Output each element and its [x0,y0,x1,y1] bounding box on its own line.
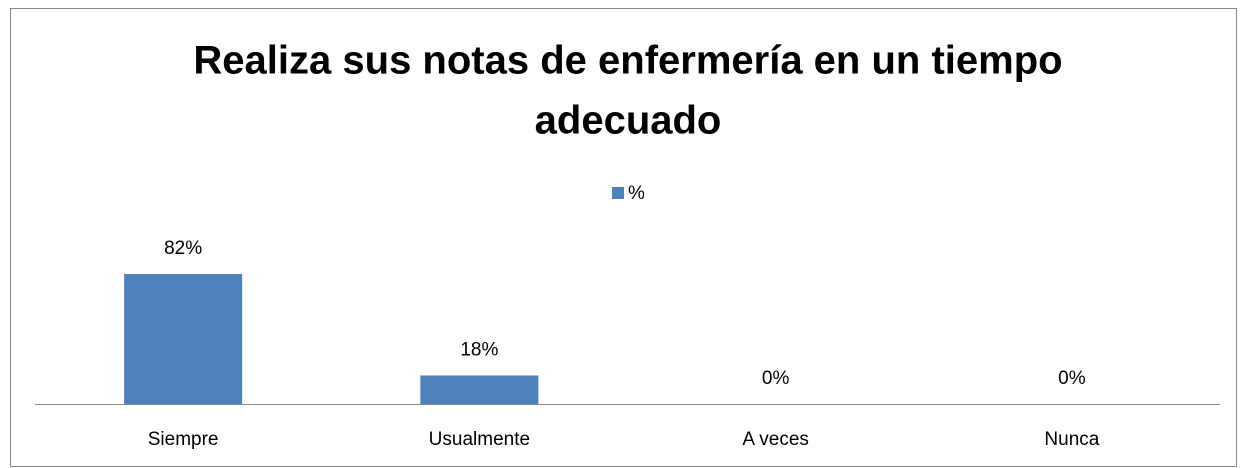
chart-title: adecuado [535,99,722,143]
x-tick-label: Siempre [148,429,219,450]
x-tick-label: A veces [742,429,809,450]
bar [420,375,539,404]
bar [124,274,243,404]
data-label: 82% [164,238,202,259]
x-tick-label: Usualmente [429,429,530,450]
legend-swatch [612,187,624,199]
data-label: 0% [762,368,790,389]
x-tick-label: Nunca [1044,429,1099,450]
chart-title: Realiza sus notas de enfermería en un ti… [193,39,1062,83]
data-label: 18% [460,339,498,360]
legend-label: % [628,183,645,204]
data-label: 0% [1058,368,1086,389]
